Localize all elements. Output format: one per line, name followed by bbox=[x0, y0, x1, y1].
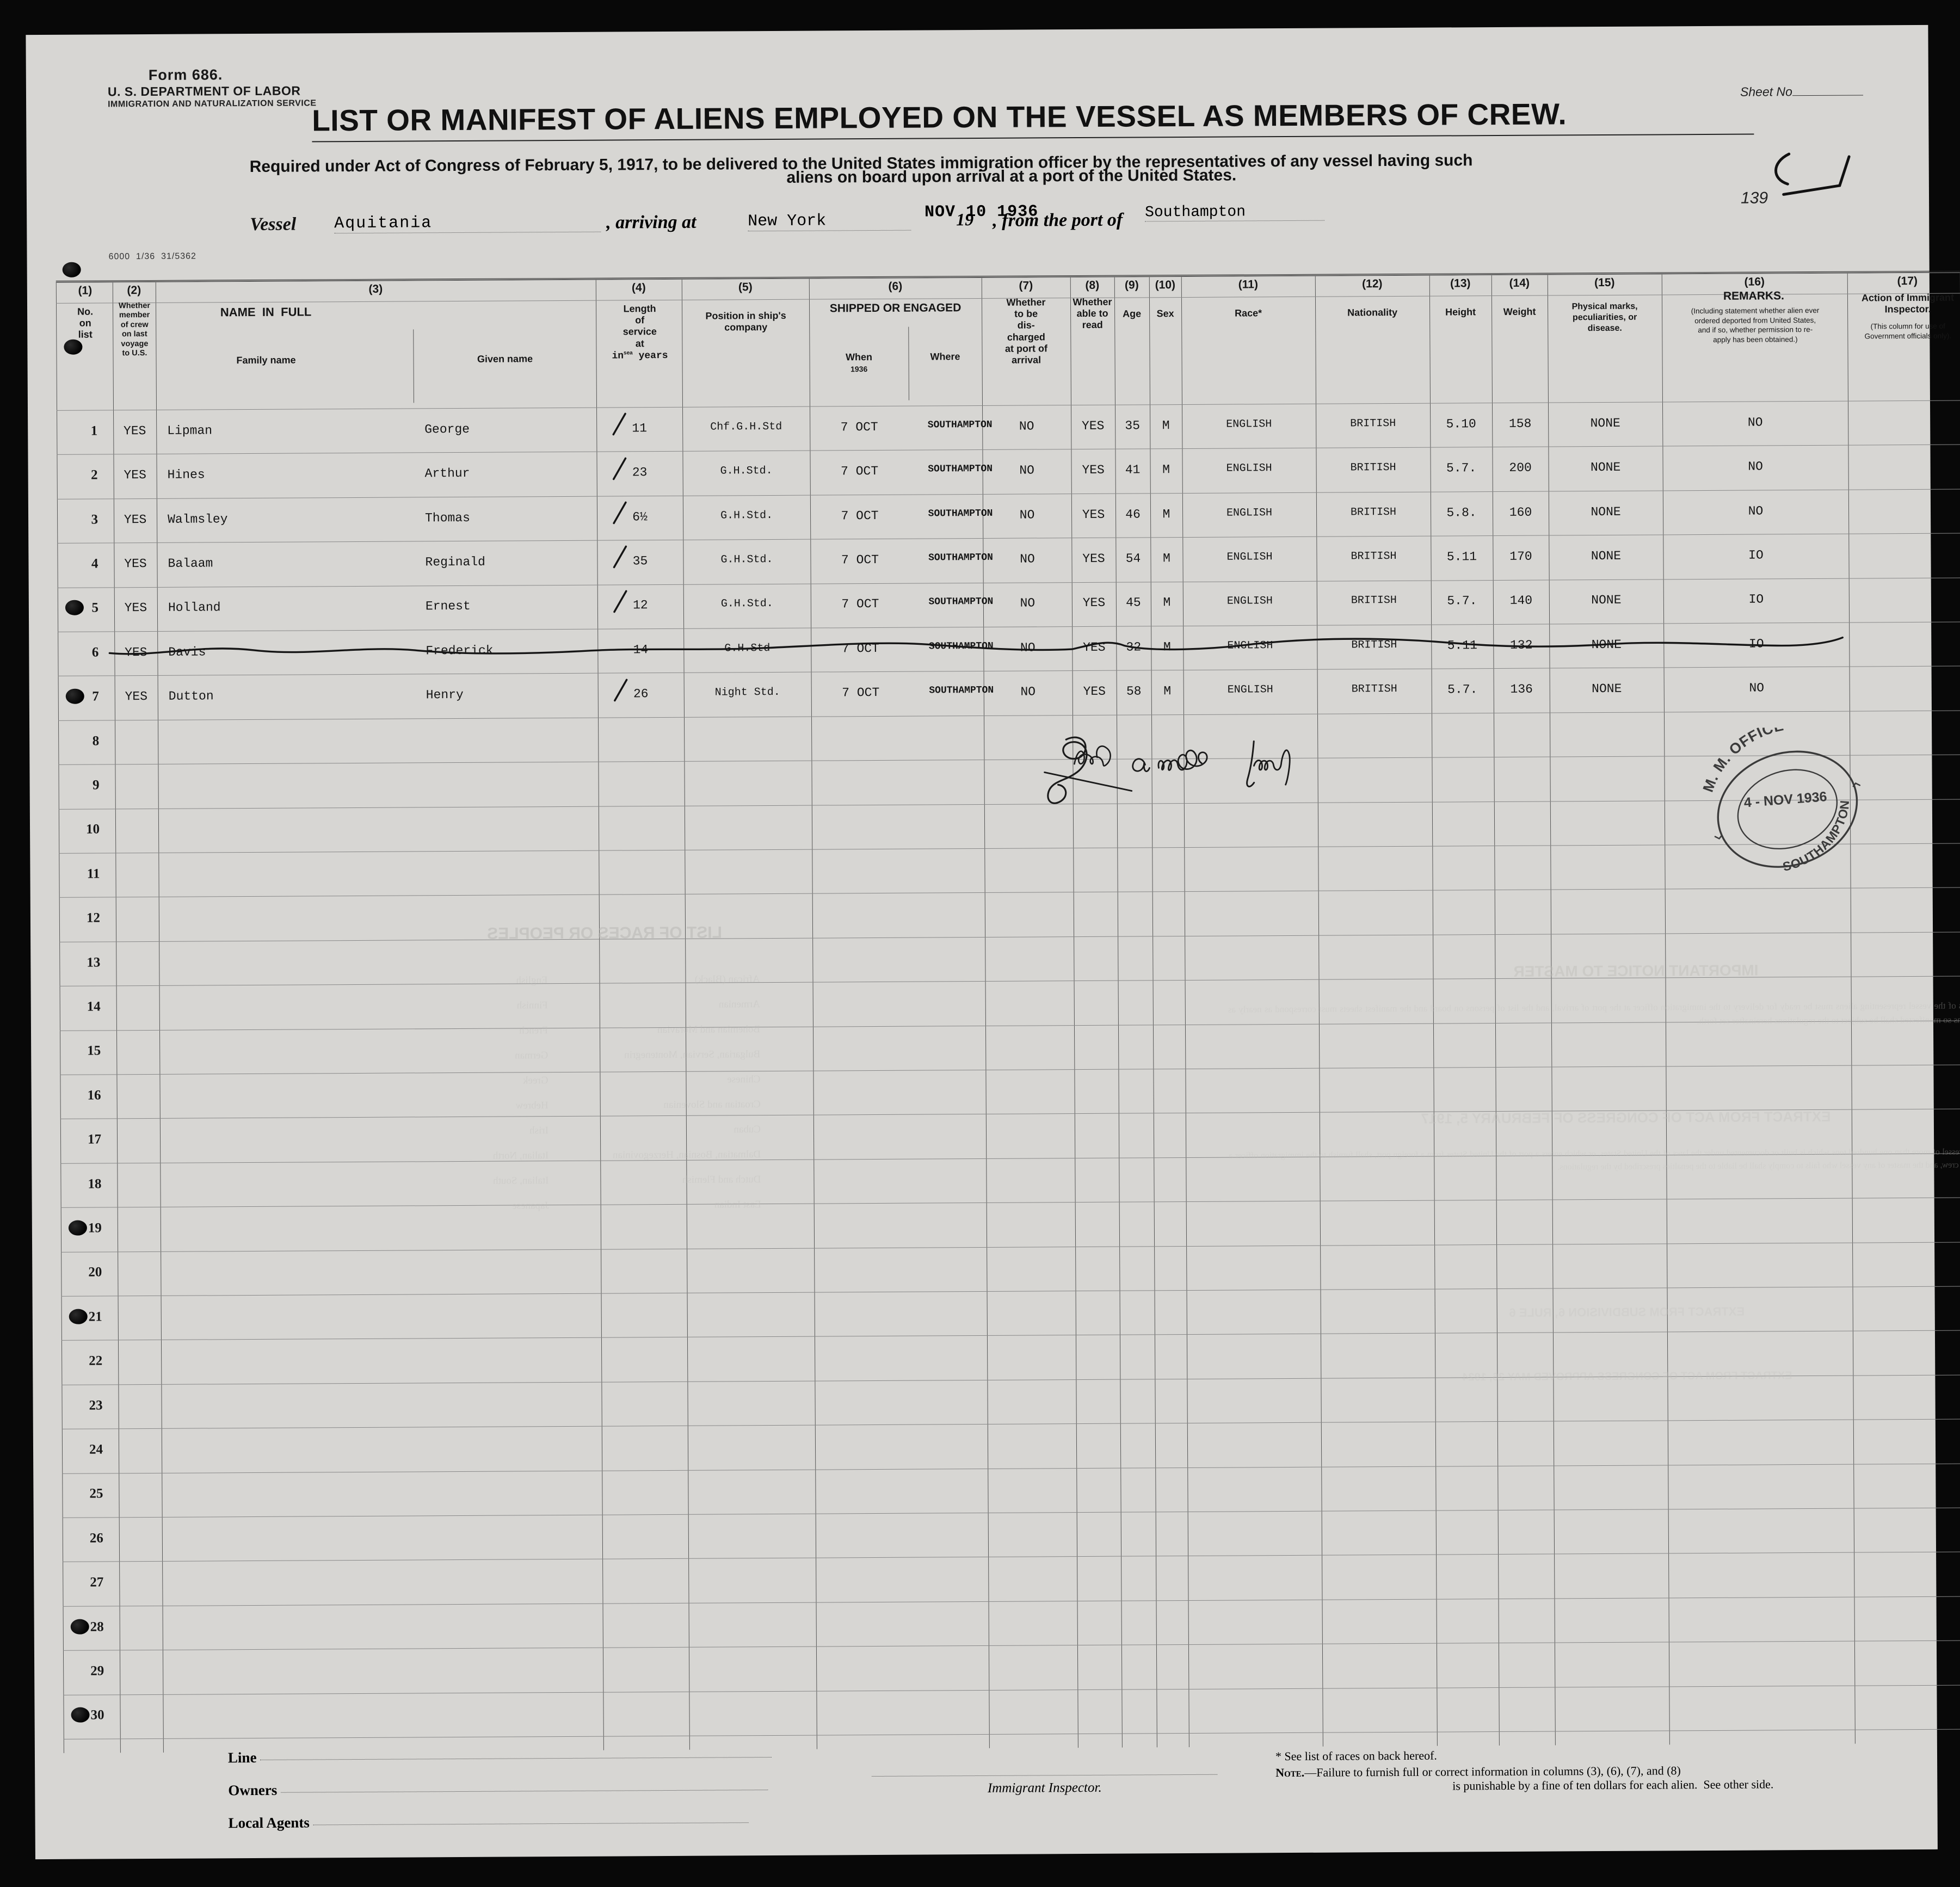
svg-text:4 - NOV 1936: 4 - NOV 1936 bbox=[1743, 789, 1828, 810]
svg-text:M. M. OFFICE: M. M. OFFICE bbox=[1694, 727, 1798, 798]
